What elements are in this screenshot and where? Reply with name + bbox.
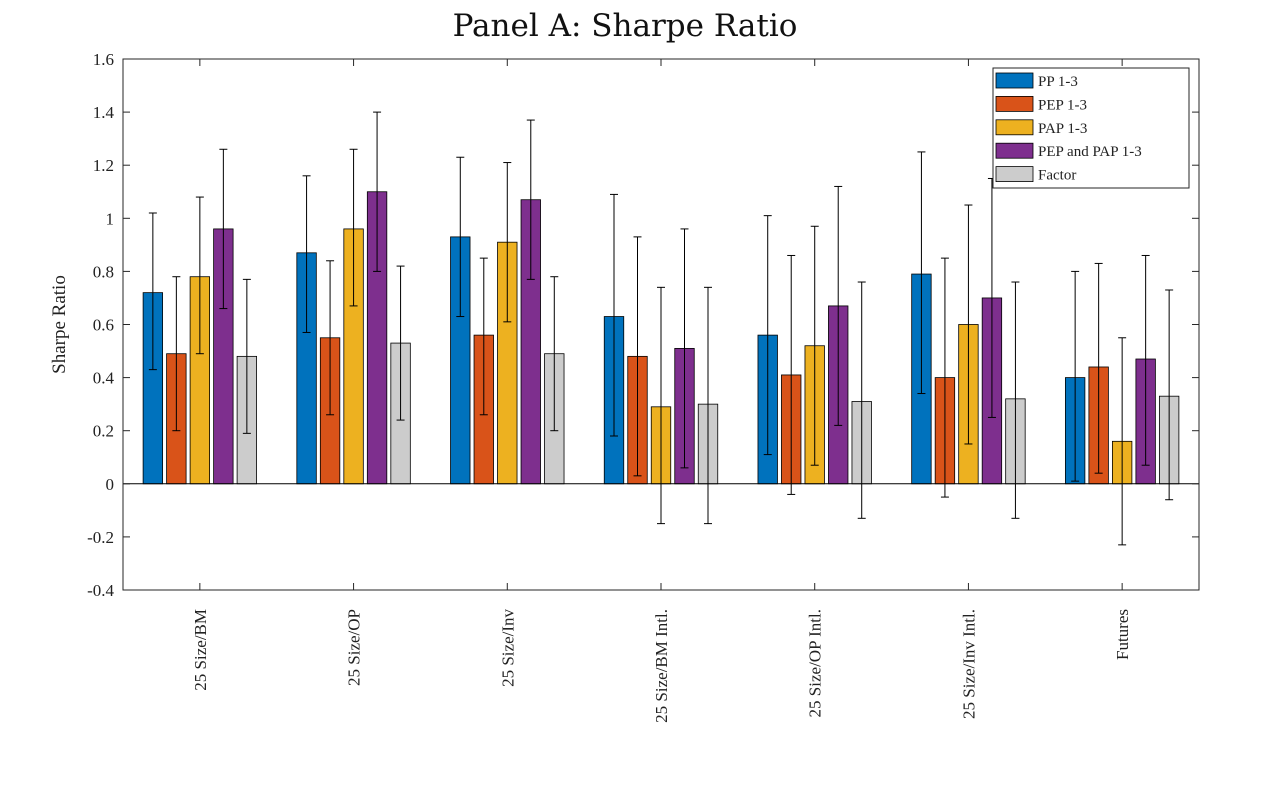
x-category-label: 25 Size/OP Intl. <box>806 609 825 717</box>
legend-swatch <box>995 96 1034 112</box>
x-category-label: 25 Size/OP <box>345 609 364 686</box>
legend-label: PEP and PAP 1-3 <box>1038 144 1142 160</box>
y-tick-label: 0.2 <box>93 422 114 441</box>
legend-label: PAP 1-3 <box>1038 121 1087 137</box>
y-tick-label: 0.8 <box>93 262 114 281</box>
legend-label: Factor <box>1038 168 1076 184</box>
y-tick-label: 0 <box>106 475 115 494</box>
legend-label: PP 1-3 <box>1038 74 1078 90</box>
chart-title: Panel A: Sharpe Ratio <box>452 8 798 44</box>
y-axis-label: Sharpe Ratio <box>49 275 70 374</box>
legend-swatch <box>995 72 1034 89</box>
axes: -0.4 -0.2 0 0.2 0.4 0.6 0.8 1 1.2 1.4 1.6 25 Size/B… <box>49 50 1200 723</box>
y-tick-label: -0.2 <box>87 528 114 547</box>
x-category-label: Futures <box>1113 609 1132 660</box>
axes-box <box>122 58 1200 591</box>
legend-swatch <box>995 119 1034 136</box>
y-tick-label: 0.6 <box>93 316 114 335</box>
y-tick-label: 1 <box>106 209 115 228</box>
x-category-label: 25 Size/BM <box>191 609 210 691</box>
y-tick-label: 0.4 <box>93 369 115 388</box>
y-tick-label: -0.4 <box>87 581 114 600</box>
x-category-label: 25 Size/Inv Intl. <box>959 609 978 719</box>
x-category-label: 25 Size/Inv <box>498 609 517 687</box>
legend-swatch <box>995 166 1034 183</box>
x-category-label: 25 Size/BM Intl. <box>652 609 671 723</box>
error-bars <box>148 111 1174 546</box>
legend: PP 1-3 PEP 1-3 PAP 1-3 PEP and PAP 1-3 Facto… <box>992 67 1190 189</box>
legend-swatch <box>995 142 1034 159</box>
y-tick-label: 1.4 <box>93 103 115 122</box>
y-tick-label: 1.6 <box>93 50 114 69</box>
y-tick-label: 1.2 <box>93 156 114 175</box>
legend-label: PEP 1-3 <box>1038 97 1087 113</box>
